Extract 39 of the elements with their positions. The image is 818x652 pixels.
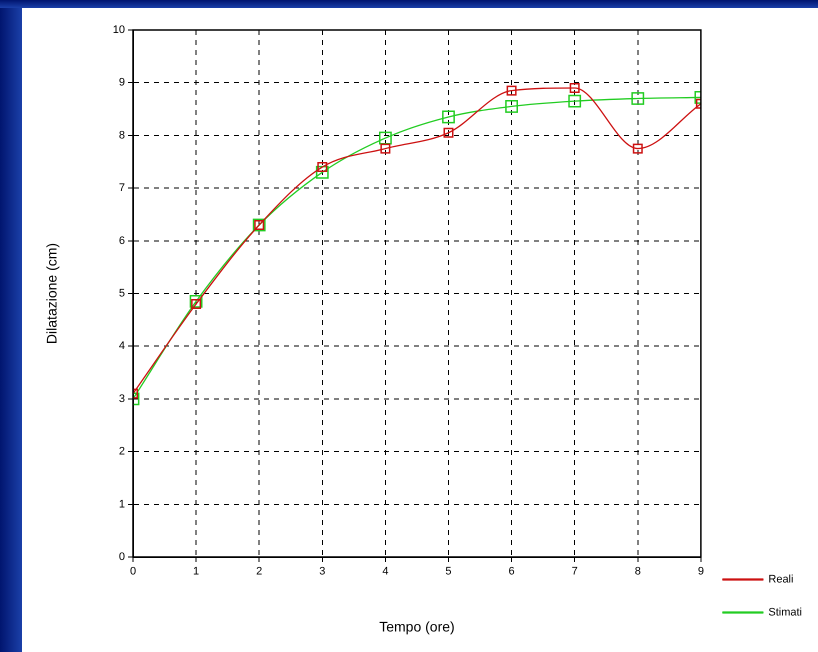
point [316, 166, 329, 179]
legend-label: Reali [768, 574, 794, 586]
x-axis-title: Tempo (ore) [379, 618, 455, 634]
y-tick-label: 0 [118, 551, 125, 564]
x-tick-label: 2 [256, 566, 262, 578]
x-tick-label: 0 [130, 566, 136, 578]
y-tick-label: 1 [118, 498, 125, 510]
point [631, 92, 644, 105]
x-tick-label: 7 [572, 566, 578, 578]
y-tick-label: 10 [112, 24, 125, 36]
y-axis-title: Dilatazione (cm) [43, 242, 60, 344]
point [444, 128, 454, 138]
point [190, 295, 203, 308]
point [317, 162, 328, 172]
point [505, 100, 518, 113]
y-tick-label: 6 [118, 234, 125, 247]
y-tick-label: 8 [118, 129, 125, 142]
point [568, 94, 582, 108]
point [442, 110, 455, 124]
point [378, 132, 392, 144]
x-tick-label: 8 [634, 566, 641, 578]
x-tick-label: 4 [382, 566, 388, 578]
x-tick-label: 6 [508, 566, 515, 578]
y-tick-label: 2 [118, 446, 125, 458]
x-tick-label: 1 [193, 566, 200, 578]
point [632, 144, 643, 154]
point [570, 82, 580, 93]
y-tick-label: 7 [118, 182, 125, 194]
legend-label: Stimati [768, 606, 802, 619]
point [191, 299, 202, 310]
y-tick-label: 5 [118, 288, 125, 300]
x-tick-label: 9 [698, 566, 704, 578]
y-tick-label: 4 [118, 340, 125, 352]
x-tick-label: 5 [445, 566, 452, 578]
point [380, 144, 390, 154]
y-tick-label: 3 [118, 392, 125, 405]
x-tick-label: 3 [319, 566, 326, 578]
y-tick-label: 9 [118, 76, 125, 89]
point [506, 86, 517, 96]
